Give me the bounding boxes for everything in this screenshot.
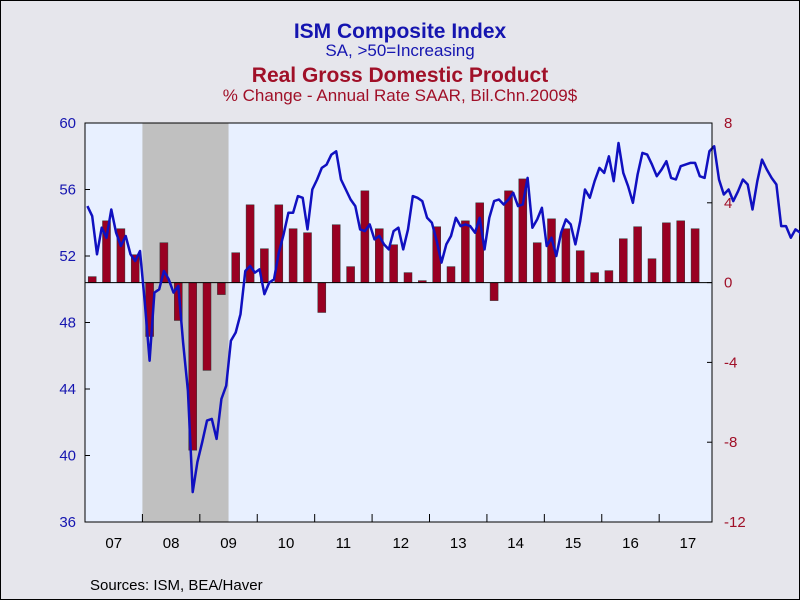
left-axis-label: 36 <box>59 514 76 531</box>
gdp-bar <box>575 250 585 283</box>
x-axis-label: 17 <box>680 535 697 552</box>
gdp-bar <box>532 242 542 283</box>
gdp-bar <box>231 252 240 283</box>
x-axis-label: 12 <box>392 535 409 552</box>
gdp-bar <box>87 276 97 283</box>
x-axis-label: 11 <box>336 535 352 552</box>
x-axis-label: 16 <box>622 535 639 552</box>
right-axis-label: -4 <box>724 354 737 371</box>
gdp-bar <box>346 266 355 283</box>
gdp-bar <box>202 282 212 371</box>
x-axis-label: 08 <box>163 535 180 552</box>
ism-title: ISM Composite Index <box>293 20 507 43</box>
left-axis-label: 44 <box>59 381 76 398</box>
ism-line <box>86 141 800 494</box>
gdp-bar <box>647 258 657 283</box>
gdp-bar <box>288 228 298 283</box>
gdp-bar <box>504 190 513 283</box>
right-axis-label: 8 <box>724 115 732 132</box>
gdp-bar <box>633 226 642 283</box>
left-axis-label: 56 <box>59 182 76 199</box>
gdp-title: Real Gross Domestic Product <box>251 64 549 87</box>
x-axis-label: 14 <box>507 535 524 552</box>
x-axis-label: 09 <box>220 535 237 552</box>
gdp-bar <box>389 244 398 283</box>
right-axis-label: -8 <box>724 434 737 451</box>
gdp-bar <box>317 282 327 313</box>
recession-shading <box>142 123 229 522</box>
gdp-bar <box>217 282 226 295</box>
gdp-bar <box>489 282 499 301</box>
gdp-bar <box>303 232 312 283</box>
gdp-bar <box>403 272 413 283</box>
gdp-bar <box>619 238 628 283</box>
gdp-bar <box>331 224 341 283</box>
gdp-bar <box>446 266 456 283</box>
right-axis-label: -12 <box>724 514 746 531</box>
x-axis-label: 15 <box>565 535 582 552</box>
gdp-bar <box>561 228 571 283</box>
left-axis-label: 40 <box>59 448 76 465</box>
x-axis-label: 10 <box>278 535 295 552</box>
gdp-bar <box>360 190 370 283</box>
right-axis-label: 0 <box>724 275 732 292</box>
left-axis-label: 48 <box>59 315 76 332</box>
gdp-bar <box>690 228 700 283</box>
left-axis-label: 60 <box>59 115 76 132</box>
x-axis-label: 07 <box>105 535 122 552</box>
left-axis-label: 52 <box>59 248 76 265</box>
source-note: Sources: ISM, BEA/Haver <box>90 577 263 594</box>
gdp-subtitle: % Change - Annual Rate SAAR, Bil.Chn.200… <box>222 86 578 105</box>
gdp-bar <box>662 222 671 283</box>
gdp-bar <box>461 220 470 283</box>
gdp-bar <box>590 272 599 283</box>
x-axis-label: 13 <box>450 535 467 552</box>
ism-subtitle: SA, >50=Increasing <box>325 41 475 60</box>
gdp-bar <box>604 270 614 283</box>
right-axis-label: 4 <box>724 195 732 212</box>
gdp-bar <box>676 220 685 283</box>
